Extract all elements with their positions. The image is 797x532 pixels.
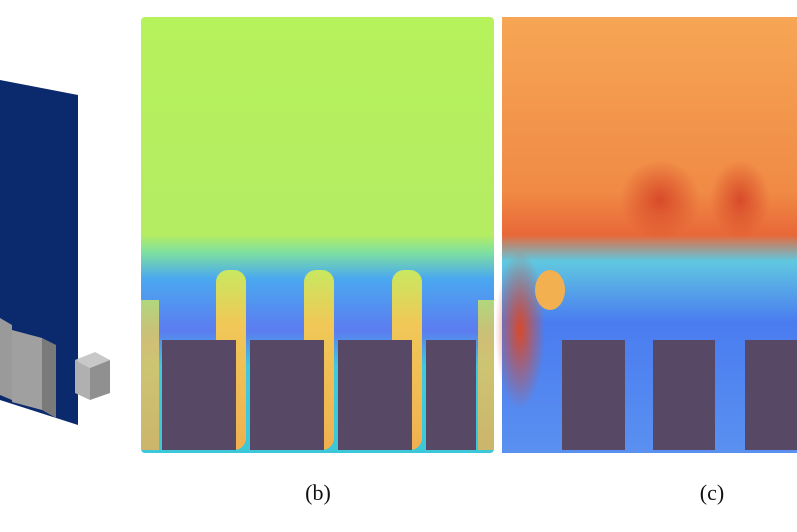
block <box>75 360 90 400</box>
block <box>0 318 12 400</box>
block <box>12 330 42 410</box>
panel-label: (c) <box>700 480 724 505</box>
obstacles <box>562 340 797 450</box>
block <box>75 352 110 368</box>
hot-spot <box>620 160 700 240</box>
panel-b <box>141 17 494 453</box>
obstacles <box>162 340 476 450</box>
geometry-panel <box>0 80 110 425</box>
block <box>90 360 110 400</box>
panel-label: (b) <box>305 480 331 505</box>
plume <box>478 300 494 450</box>
hot-spot <box>495 250 545 410</box>
block <box>42 338 56 418</box>
hot-spot <box>710 160 770 240</box>
plume <box>141 300 159 450</box>
panel-c <box>495 17 797 453</box>
eddy <box>535 270 565 310</box>
